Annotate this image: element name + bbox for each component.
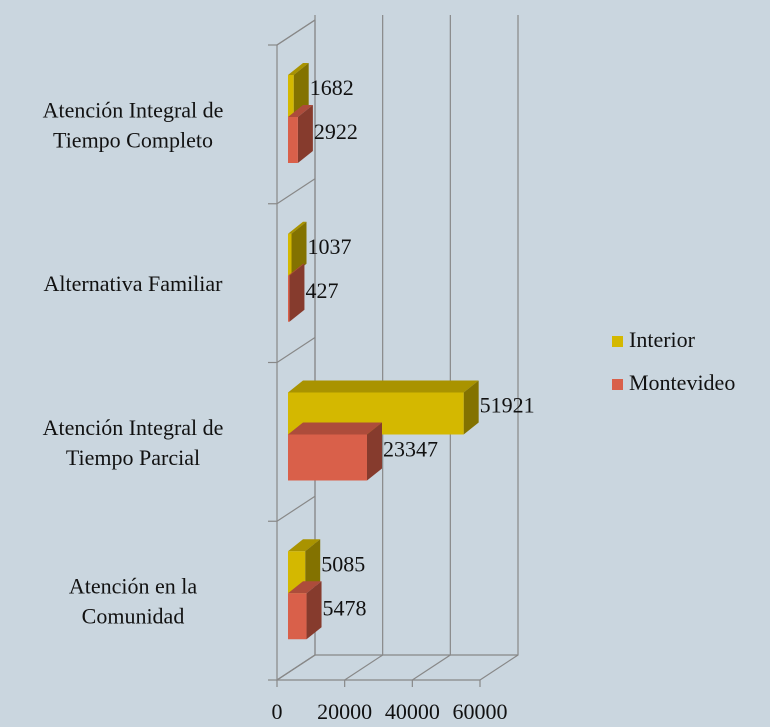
bar-side	[463, 380, 479, 435]
bar-top	[288, 221, 307, 234]
data-label: 1682	[310, 75, 354, 100]
wall-line	[276, 178, 316, 205]
grid-line	[344, 15, 384, 681]
category-label: Comunidad	[82, 604, 185, 629]
category-label: Alternativa Familiar	[44, 271, 224, 296]
bar-side	[291, 221, 307, 276]
x-tick-label: 0	[272, 699, 283, 724]
bar-side	[366, 422, 382, 481]
bar	[288, 275, 290, 322]
bar-side	[305, 539, 321, 594]
data-label: 2922	[314, 119, 358, 144]
bar	[288, 75, 294, 117]
bar-top	[288, 380, 479, 393]
x-tick-label: 20000	[317, 699, 372, 724]
data-label: 5478	[323, 595, 367, 620]
bar-top	[288, 63, 309, 75]
data-label: 1037	[308, 234, 352, 259]
data-label: 51921	[480, 393, 535, 418]
category-label: Atención en la	[69, 574, 198, 599]
bar-top	[288, 581, 322, 594]
bar-side	[289, 263, 305, 322]
grid-line	[276, 15, 316, 681]
bar-top	[288, 422, 382, 435]
bar-side	[293, 63, 309, 117]
grid-line	[479, 15, 519, 681]
x-tick-label: 60000	[453, 699, 508, 724]
category-label: Atención Integral de	[43, 415, 224, 440]
x-tick-label: 40000	[385, 699, 440, 724]
bar-top	[288, 539, 321, 552]
legend-label: Interior	[629, 327, 696, 352]
bar	[288, 117, 298, 163]
data-label: 427	[305, 278, 338, 303]
bar	[288, 593, 307, 640]
bar	[288, 233, 292, 276]
legend-label: Montevideo	[629, 370, 735, 395]
grid-line	[412, 15, 451, 681]
category-label: Tiempo Parcial	[66, 445, 200, 470]
category-label: Atención Integral de	[43, 97, 224, 122]
legend-swatch	[612, 379, 623, 390]
bar-top	[288, 263, 305, 276]
bar-top	[288, 105, 313, 117]
data-label: 5085	[321, 551, 365, 576]
bar	[288, 551, 306, 594]
wall-line	[276, 495, 316, 522]
legend-swatch	[612, 336, 623, 347]
bar-side	[297, 105, 313, 163]
wall-line	[276, 336, 316, 364]
wall-line	[276, 19, 316, 46]
bar	[288, 434, 367, 481]
data-label: 23347	[383, 437, 438, 462]
bar-side	[306, 581, 322, 640]
category-label: Tiempo Completo	[53, 127, 213, 152]
